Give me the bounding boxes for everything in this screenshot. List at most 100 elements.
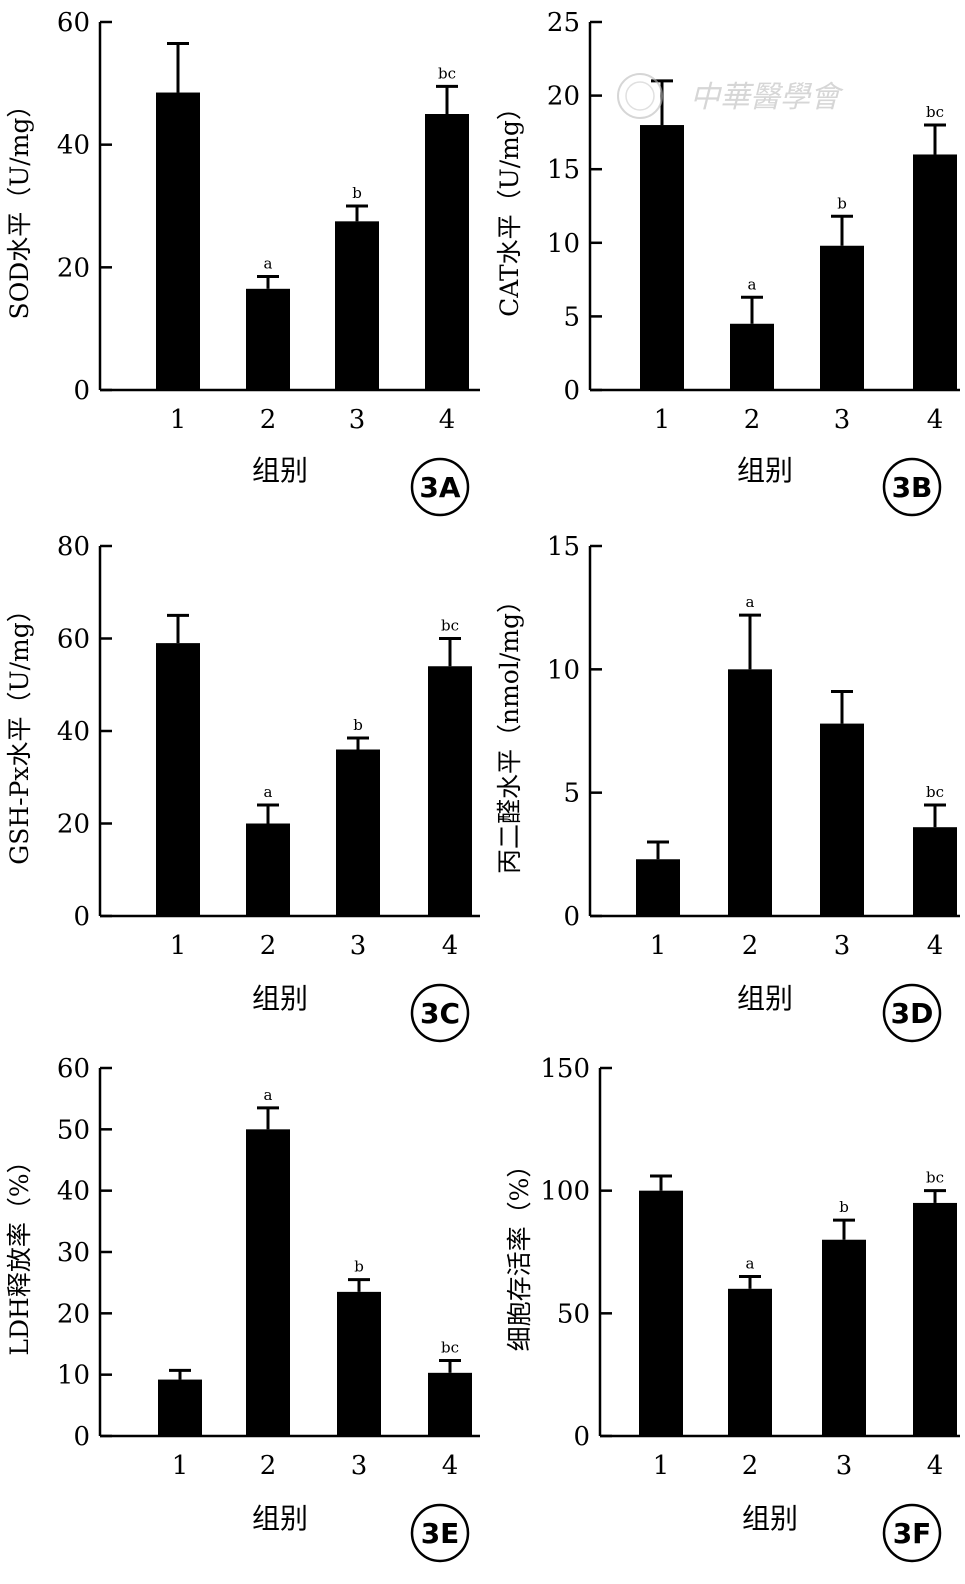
panel-3b: 1 a 2 b 3 bc 4 0 5 10 15 20 25 CAT水平（U/mg） 组别 3B — [495, 8, 960, 517]
panel-badge-circle — [410, 983, 470, 1043]
y-tick-label: 20 — [57, 253, 90, 283]
bar — [640, 125, 684, 390]
y-tick-label: 15 — [547, 155, 580, 185]
y-tick-label: 10 — [57, 1361, 90, 1391]
watermark-seal-inner-icon — [625, 81, 655, 111]
bar — [636, 859, 680, 916]
x-axis-label: 组别 — [252, 454, 308, 487]
bar — [158, 1379, 202, 1436]
x-tick-label: 1 — [654, 405, 671, 435]
bar — [336, 749, 380, 916]
x-tick-label: 4 — [927, 931, 944, 961]
y-tick-label: 0 — [563, 902, 580, 932]
watermark-seal-icon — [617, 73, 663, 119]
y-tick-label: 0 — [573, 1422, 590, 1452]
y-tick-label: 5 — [563, 779, 580, 809]
y-tick-label: 0 — [73, 376, 90, 406]
x-tick-label: 1 — [170, 931, 187, 961]
x-tick-label: 1 — [172, 1451, 189, 1481]
x-axis-label: 组别 — [252, 1502, 308, 1535]
panel-badge-circle — [410, 1503, 470, 1563]
significance-label: bc — [438, 64, 456, 82]
bar — [335, 221, 379, 390]
bar — [428, 666, 472, 916]
bar — [728, 669, 772, 916]
x-tick-label: 2 — [260, 405, 277, 435]
x-tick-label: 1 — [170, 405, 187, 435]
x-tick-label: 4 — [927, 1451, 944, 1481]
x-tick-label: 2 — [742, 1451, 759, 1481]
y-tick-label: 5 — [563, 302, 580, 332]
y-tick-label: 50 — [557, 1299, 590, 1329]
x-axis-label: 组别 — [252, 982, 308, 1015]
panel-badge-circle — [882, 457, 942, 517]
y-axis-label: SOD水平（U/mg） — [5, 93, 34, 320]
bar — [246, 823, 290, 916]
y-tick-label: 40 — [57, 131, 90, 161]
bar — [913, 1202, 957, 1436]
y-tick-label: 20 — [547, 82, 580, 112]
bar — [820, 245, 864, 390]
x-axis-label: 组别 — [737, 454, 793, 487]
panel-badge-label: 3A — [419, 471, 460, 504]
panel-badge-label: 3F — [893, 1517, 932, 1550]
bar — [913, 827, 957, 916]
x-axis-label: 组别 — [742, 1502, 798, 1535]
significance-label: a — [264, 255, 273, 273]
y-tick-label: 10 — [547, 229, 580, 259]
x-tick-label: 2 — [260, 931, 277, 961]
significance-label: b — [354, 1258, 364, 1276]
y-tick-label: 60 — [57, 1054, 90, 1084]
panel-3d: 1 a 2 3 bc 4 0 5 10 15 丙二醛水平（nmol/mg） 组别 3D — [495, 532, 960, 1043]
significance-label: bc — [441, 617, 459, 635]
panel-badge-circle — [882, 983, 942, 1043]
x-axis-label: 组别 — [737, 982, 793, 1015]
y-axis-label: GSH-Px水平（U/mg） — [5, 597, 34, 864]
x-tick-label: 1 — [650, 931, 667, 961]
y-tick-label: 40 — [57, 1177, 90, 1207]
y-tick-label: 50 — [57, 1115, 90, 1145]
bar — [639, 1190, 683, 1436]
y-tick-label: 100 — [540, 1177, 590, 1207]
significance-label: bc — [926, 103, 944, 121]
x-tick-label: 3 — [350, 931, 367, 961]
y-tick-label: 0 — [563, 376, 580, 406]
significance-label: bc — [926, 1169, 944, 1187]
y-tick-label: 20 — [57, 810, 90, 840]
x-tick-label: 2 — [744, 405, 761, 435]
significance-label: a — [746, 593, 755, 611]
x-tick-label: 2 — [260, 1451, 277, 1481]
panel-badge-label: 3B — [892, 471, 933, 504]
bar — [913, 154, 957, 390]
watermark: 中華醫學會 — [617, 73, 844, 119]
x-tick-label: 4 — [927, 405, 944, 435]
bar — [156, 92, 200, 391]
bar — [728, 1288, 772, 1436]
y-axis-label: 丙二醛水平（nmol/mg） — [495, 588, 524, 874]
x-tick-label: 3 — [351, 1451, 368, 1481]
x-tick-label: 4 — [442, 1451, 459, 1481]
bar — [425, 114, 469, 390]
x-tick-label: 1 — [653, 1451, 670, 1481]
bar — [822, 1239, 866, 1436]
significance-label: a — [748, 275, 757, 293]
y-tick-label: 60 — [57, 625, 90, 655]
bar — [428, 1372, 472, 1436]
x-tick-label: 4 — [439, 405, 456, 435]
y-tick-label: 60 — [57, 8, 90, 38]
significance-label: b — [837, 194, 847, 212]
significance-label: a — [264, 783, 273, 801]
panel-badge-circle — [882, 1503, 942, 1563]
y-tick-label: 0 — [73, 1422, 90, 1452]
y-tick-label: 30 — [57, 1238, 90, 1268]
watermark-text: 中華醫學會 — [690, 80, 844, 115]
bar — [337, 1291, 381, 1436]
y-axis-label: CAT水平（U/mg） — [495, 95, 524, 317]
bar — [246, 1129, 290, 1436]
x-tick-label: 3 — [834, 931, 851, 961]
significance-label: bc — [441, 1339, 459, 1357]
